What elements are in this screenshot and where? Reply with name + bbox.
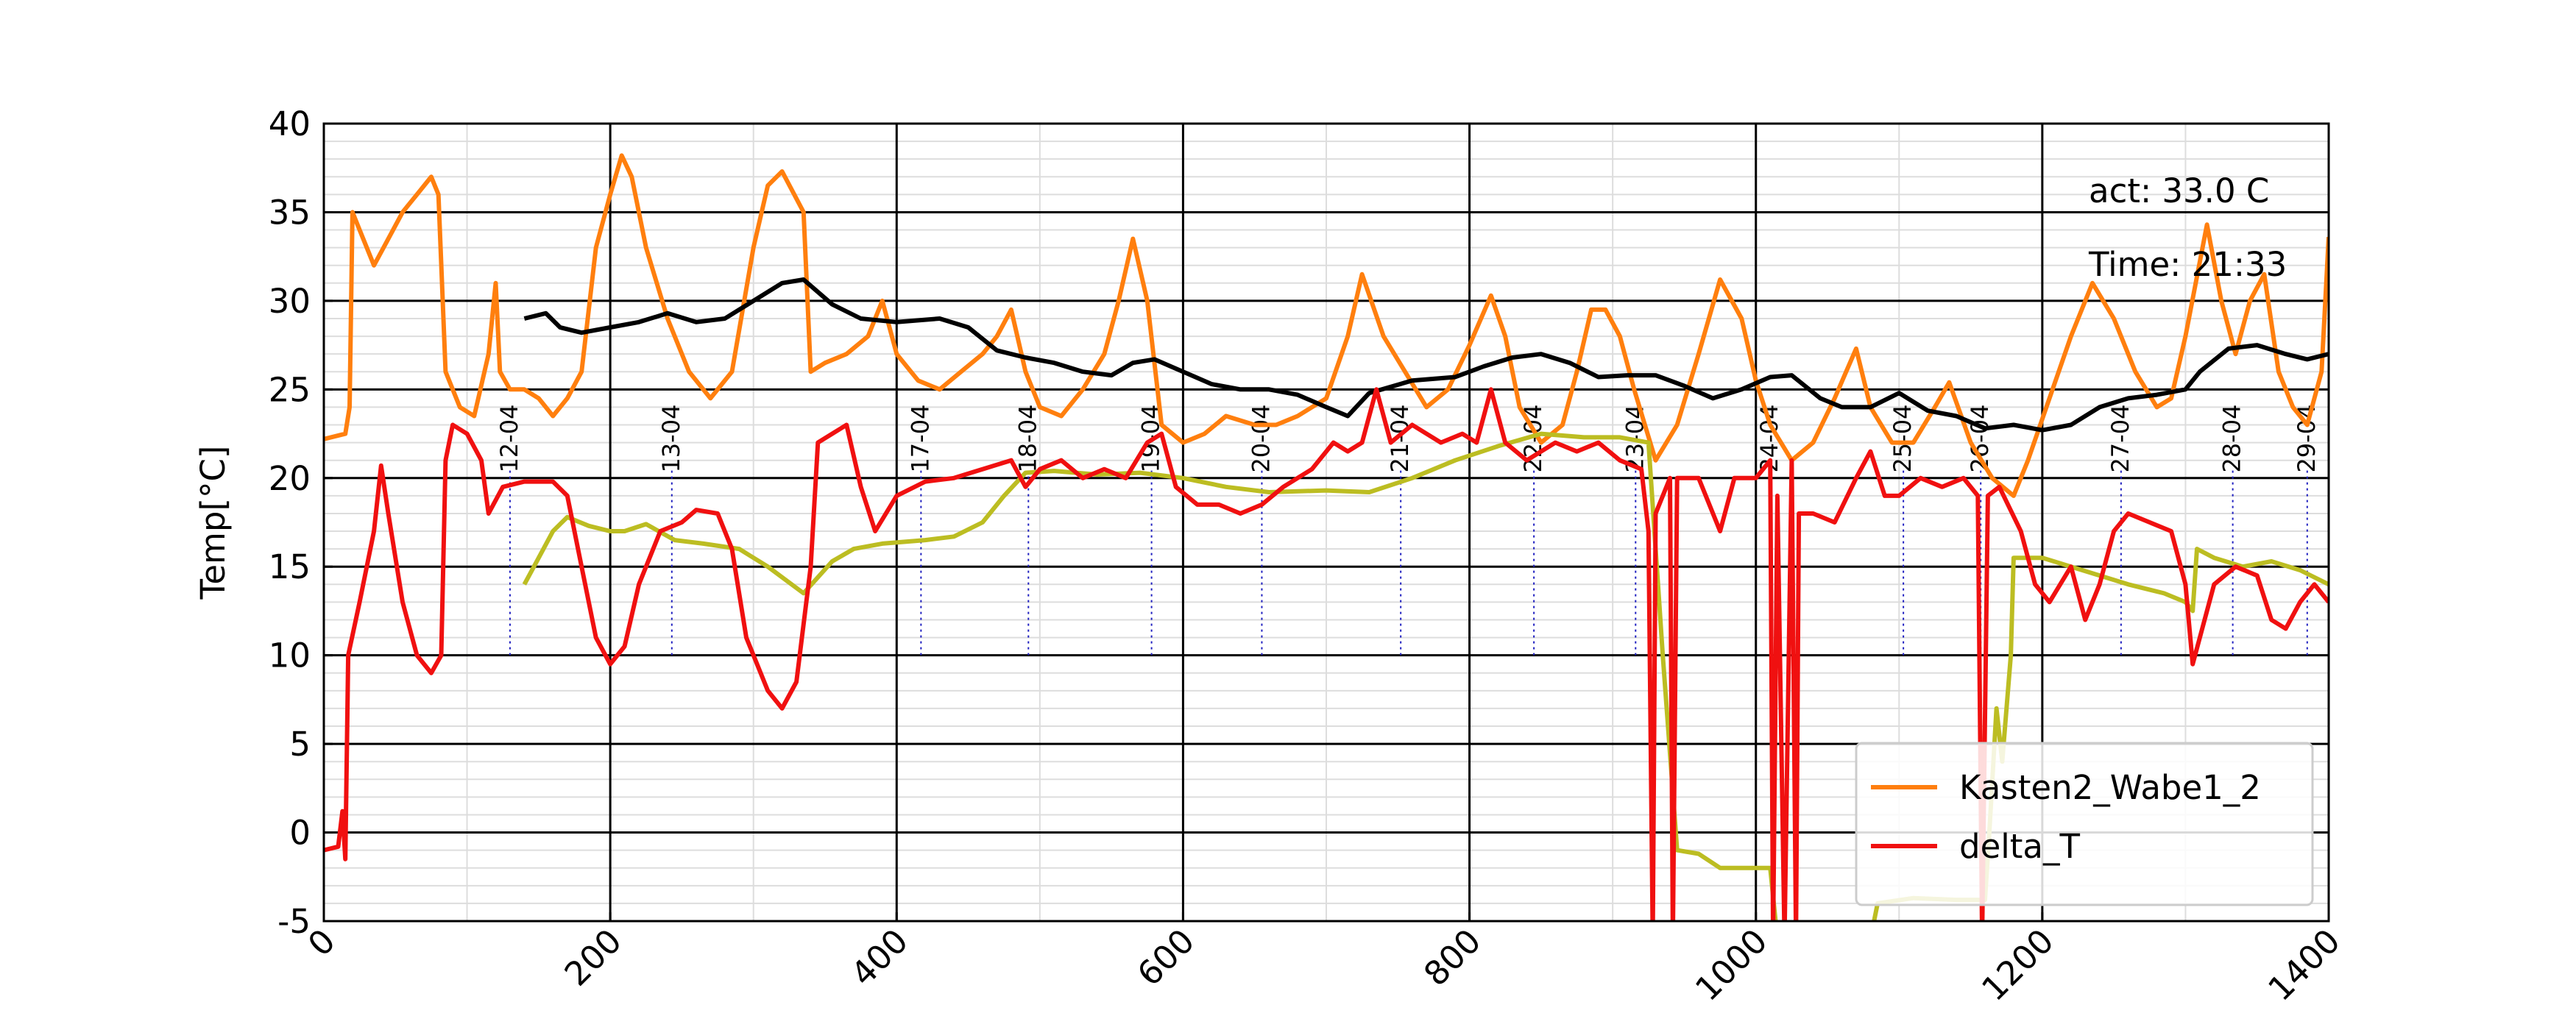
legend-label: Kasten2_Wabe1_2 — [1959, 768, 2261, 807]
series-line — [324, 387, 2329, 921]
info-text: act: 33.0 C — [2089, 171, 2269, 210]
x-tick-label: 1000 — [1688, 921, 1774, 1008]
x-tick-label: 600 — [1130, 921, 1202, 993]
legend-label: delta_T — [1959, 827, 2080, 866]
x-tick-label: 200 — [557, 921, 629, 993]
annotation-label: 28-04 — [2218, 405, 2246, 473]
series-line — [523, 277, 2329, 433]
y-tick-label: 5 — [289, 725, 311, 764]
y-tick-label: 35 — [269, 193, 311, 232]
legend-box — [1855, 742, 2314, 906]
y-axis-label: Temp[°C] — [194, 446, 233, 600]
plot-area — [324, 153, 2329, 921]
series-line — [324, 153, 2329, 498]
annotation-label: 13-04 — [657, 405, 685, 473]
x-tick-label: 400 — [843, 921, 916, 993]
y-tick-label: 40 — [269, 104, 311, 143]
series-line — [522, 431, 2329, 921]
y-tick-label: 10 — [269, 636, 311, 675]
annotation-label: 25-04 — [1889, 405, 1917, 473]
info-text: Time: 21:33 — [2088, 245, 2287, 284]
y-tick-label: 25 — [269, 370, 311, 409]
y-tick-label: 20 — [269, 459, 311, 498]
annotation-label: 17-04 — [906, 405, 934, 473]
y-tick-label: -5 — [277, 902, 311, 941]
plot-frame — [322, 122, 2330, 923]
x-tick-label: 1200 — [1974, 921, 2061, 1008]
annotation-label: 12-04 — [495, 405, 523, 473]
x-tick-label: 800 — [1416, 921, 1488, 993]
y-tick-label: 30 — [269, 282, 311, 321]
y-tick-label: 15 — [269, 547, 311, 586]
annotation-label: 18-04 — [1013, 405, 1041, 473]
annotation-label: 27-04 — [2106, 405, 2134, 473]
y-tick-label: 0 — [289, 814, 311, 853]
x-tick-label: 1400 — [2260, 921, 2347, 1008]
annotation-label: 20-04 — [1247, 405, 1275, 473]
